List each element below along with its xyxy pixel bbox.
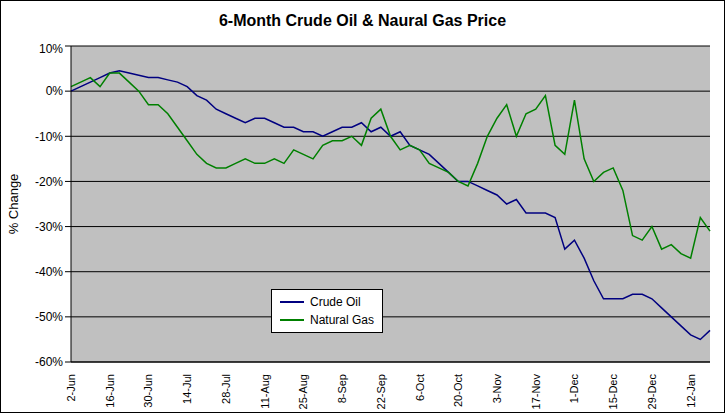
svg-text:16-Jun: 16-Jun: [104, 374, 116, 408]
svg-text:25-Aug: 25-Aug: [297, 374, 309, 409]
svg-text:-60%: -60%: [35, 355, 63, 369]
svg-text:17-Nov: 17-Nov: [530, 374, 542, 410]
svg-text:10%: 10%: [39, 42, 63, 56]
svg-text:8-Sep: 8-Sep: [336, 374, 348, 403]
svg-text:-40%: -40%: [35, 265, 63, 279]
svg-text:15-Dec: 15-Dec: [607, 374, 619, 410]
svg-text:30-Jun: 30-Jun: [142, 374, 154, 408]
svg-text:12-Jan: 12-Jan: [685, 374, 697, 408]
svg-text:20-Oct: 20-Oct: [452, 374, 464, 407]
html-text:6-Month Crude Oil & Naural Gas: 6-Month Crude Oil & Naural Gas Price: [218, 12, 507, 29]
html-text:Crude Oil: Crude Oil: [310, 295, 361, 309]
svg-text:28-Jul: 28-Jul: [220, 374, 232, 404]
svg-text:-50%: -50%: [35, 310, 63, 324]
svg-text:14-Jul: 14-Jul: [181, 374, 193, 404]
svg-text:3-Nov: 3-Nov: [491, 374, 503, 404]
svg-text:% Change: % Change: [8, 174, 21, 235]
svg-text:0%: 0%: [46, 84, 64, 98]
svg-text:-30%: -30%: [35, 220, 63, 234]
svg-text:-10%: -10%: [35, 130, 63, 144]
svg-text:-20%: -20%: [35, 175, 63, 189]
svg-text:1-Dec: 1-Dec: [568, 374, 580, 404]
svg-text:6-Oct: 6-Oct: [414, 374, 426, 401]
svg-text:2-Jun: 2-Jun: [65, 374, 77, 402]
html-text:Natural Gas: Natural Gas: [310, 313, 374, 327]
svg-text:29-Dec: 29-Dec: [646, 374, 658, 410]
svg-text:22-Sep: 22-Sep: [375, 374, 387, 409]
svg-text:11-Aug: 11-Aug: [259, 374, 271, 409]
